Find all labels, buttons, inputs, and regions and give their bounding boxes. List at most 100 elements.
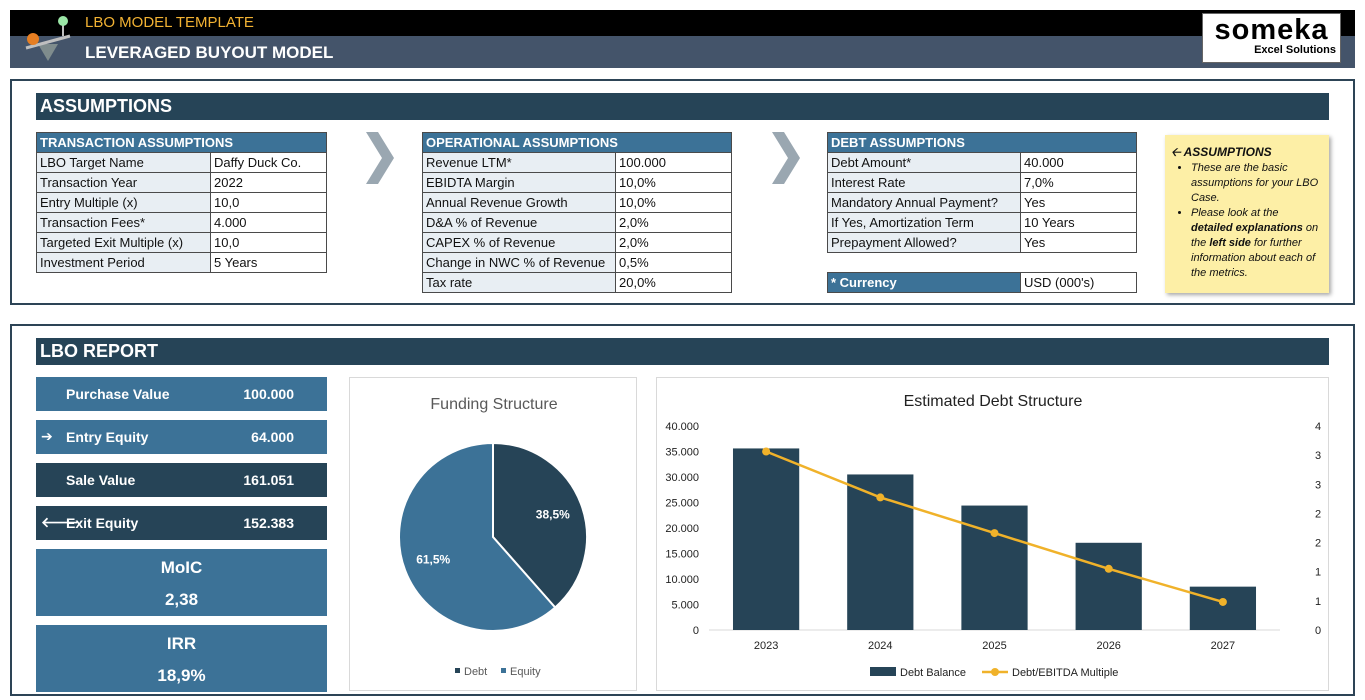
note-bullet: These are the basic assumptions for your…	[1191, 161, 1323, 206]
row-label: Transaction Year	[36, 172, 211, 193]
assumptions-note: 🡠 ASSUMPTIONS These are the basic assump…	[1165, 135, 1329, 293]
row-label: Interest Rate	[827, 172, 1021, 193]
irr-label: IRR	[166, 634, 197, 653]
bar-debt-balance[interactable]	[961, 505, 1028, 630]
currency-value[interactable]: USD (000's)	[1020, 272, 1137, 293]
table-row: Transaction Year 2022	[36, 172, 327, 193]
entry-equity-tile: ➔ Entry Equity 64.000	[36, 420, 327, 454]
row-value[interactable]: 10,0	[210, 232, 327, 253]
kpi-label: Exit Equity	[66, 515, 139, 531]
row-value[interactable]: 2,0%	[615, 212, 732, 233]
bar-debt-balance[interactable]	[732, 448, 800, 630]
moic-value: 2,38	[164, 590, 199, 609]
table-row: Tax rate 20,0%	[422, 272, 732, 293]
row-value[interactable]: 10 Years	[1020, 212, 1137, 233]
debt-assumptions-table: DEBT ASSUMPTIONS Debt Amount* 40.000 Inte…	[827, 132, 1137, 253]
table-row: Entry Multiple (x) 10,0	[36, 192, 327, 213]
y2-tick-label: 0	[1315, 625, 1321, 637]
table-row: If Yes, Amortization Term 10 Years	[827, 212, 1137, 233]
row-value[interactable]: 5 Years	[210, 252, 327, 273]
chevron-right-icon	[772, 132, 800, 184]
row-value[interactable]: 20,0%	[615, 272, 732, 293]
note-title-text: ASSUMPTIONS	[1183, 145, 1272, 159]
line-point[interactable]	[990, 529, 999, 538]
debt-structure-chart: Estimated Debt Structure 0 5.000 10.000 15.0…	[656, 377, 1329, 691]
pie-data-label: 38,5%	[536, 507, 570, 521]
seesaw-logo-icon	[25, 16, 71, 61]
row-label: If Yes, Amortization Term	[827, 212, 1021, 233]
template-title: LBO MODEL TEMPLATE	[85, 14, 254, 31]
row-value[interactable]: 4.000	[210, 212, 327, 233]
table-row: Change in NWC % of Revenue 0,5%	[422, 252, 732, 273]
line-point[interactable]	[1104, 564, 1113, 573]
pie-slice-debt[interactable]	[492, 441, 588, 609]
note-bold: left side	[1209, 237, 1251, 249]
table-row: Debt Amount* 40.000	[827, 152, 1137, 173]
table-row: Investment Period 5 Years	[36, 252, 327, 273]
y-tick-label: 20.000	[665, 523, 699, 535]
x-tick-label: 2026	[1096, 640, 1120, 652]
row-value[interactable]: Yes	[1020, 232, 1137, 253]
row-value[interactable]: 100.000	[615, 152, 732, 173]
row-label: Debt Amount*	[827, 152, 1021, 173]
model-title: LEVERAGED BUYOUT MODEL	[85, 43, 334, 62]
row-value[interactable]: Yes	[1020, 192, 1137, 213]
row-value[interactable]: 10,0	[210, 192, 327, 213]
arrow-left-icon: 🡠	[1171, 145, 1181, 159]
note-text: for further information about each of th…	[1191, 237, 1316, 279]
kpi-label: Sale Value	[66, 472, 136, 488]
pie-slice-equity[interactable]	[398, 441, 557, 632]
table-row: Transaction Fees* 4.000	[36, 212, 327, 233]
y-tick-label: 30.000	[665, 472, 699, 484]
note-bold: detailed explanations	[1191, 222, 1303, 234]
legend-swatch	[455, 668, 460, 673]
legend-swatch	[991, 668, 999, 676]
row-value[interactable]: 0,5%	[615, 252, 732, 273]
someka-logo[interactable]: someka Excel Solutions	[1202, 13, 1341, 63]
table-row: CAPEX % of Revenue 2,0%	[422, 232, 732, 253]
pie-data-label: 61,5%	[416, 553, 450, 567]
header-bottom-bar	[10, 36, 1355, 68]
line-point[interactable]	[1218, 597, 1227, 606]
y-tick-label: 5.000	[671, 600, 699, 612]
kpi-value: 152.383	[243, 515, 294, 531]
transaction-table-title: TRANSACTION ASSUMPTIONS	[36, 132, 327, 153]
operational-table-title: OPERATIONAL ASSUMPTIONS	[422, 132, 732, 153]
bar-debt-balance[interactable]	[1075, 542, 1142, 630]
x-tick-label: 2023	[754, 640, 778, 652]
moic-tile: MoIC 2,38	[36, 549, 327, 616]
row-value[interactable]: 2,0%	[615, 232, 732, 253]
row-value[interactable]: 10,0%	[615, 192, 732, 213]
row-label: Investment Period	[36, 252, 211, 273]
debt-table-title: DEBT ASSUMPTIONS	[827, 132, 1137, 153]
legend-label: Equity	[510, 666, 541, 678]
legend-swatch	[501, 668, 506, 673]
pie-chart-canvas: Funding Structure 38,5% 61,5% Debt Equity	[398, 396, 588, 678]
row-label: Prepayment Allowed?	[827, 232, 1021, 253]
line-point[interactable]	[876, 493, 885, 502]
table-row: LBO Target Name Daffy Duck Co.	[36, 152, 327, 173]
table-row: Interest Rate 7,0%	[827, 172, 1137, 193]
x-tick-label: 2024	[868, 640, 892, 652]
row-value[interactable]: 10,0%	[615, 172, 732, 193]
chevron-right-icon	[366, 132, 394, 184]
row-label: Change in NWC % of Revenue	[422, 252, 616, 273]
line-point[interactable]	[762, 447, 771, 456]
chart-title: Estimated Debt Structure	[904, 393, 1083, 410]
row-value[interactable]: Daffy Duck Co.	[210, 152, 327, 173]
row-value[interactable]: 7,0%	[1020, 172, 1137, 193]
y2-tick-label: 2	[1315, 508, 1321, 520]
row-value[interactable]: 2022	[210, 172, 327, 193]
note-text: on the	[1191, 222, 1319, 249]
kpi-label: Purchase Value	[66, 386, 170, 402]
table-row: Annual Revenue Growth 10,0%	[422, 192, 732, 213]
row-label: Annual Revenue Growth	[422, 192, 616, 213]
header-top-bar	[10, 10, 1355, 36]
arrow-left-icon: 🡐	[41, 514, 79, 530]
bar-debt-balance[interactable]	[1189, 586, 1257, 630]
report-section-title: LBO REPORT	[36, 338, 1329, 365]
legend-label: Debt	[464, 666, 487, 678]
row-value[interactable]: 40.000	[1020, 152, 1137, 173]
currency-label: * Currency	[827, 272, 1021, 293]
y-tick-label: 15.000	[665, 549, 699, 561]
